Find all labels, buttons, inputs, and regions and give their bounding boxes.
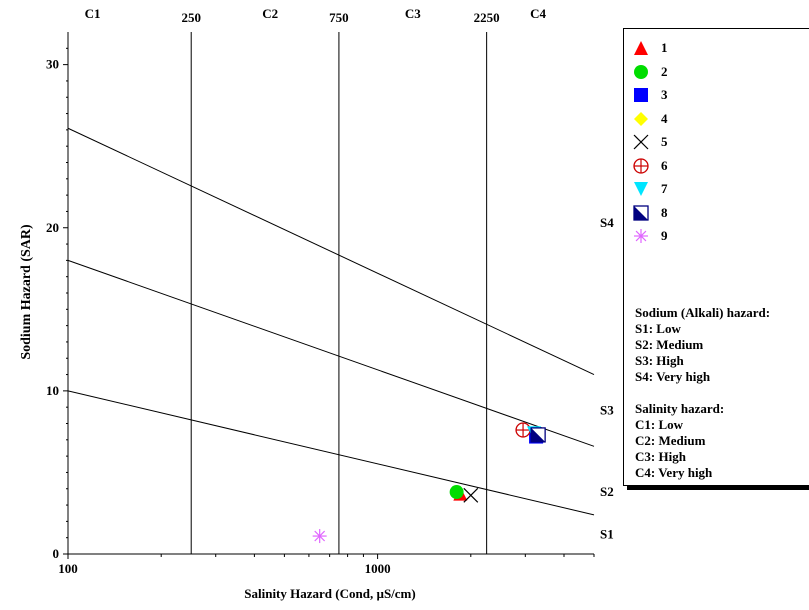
legend-sodium-title: Sodium (Alkali) hazard: <box>635 305 771 320</box>
legend-marker-3 <box>634 88 648 102</box>
sodium-hazard-line <box>67 259 595 447</box>
legend-symbol <box>633 134 649 150</box>
sodium-hazard-line <box>67 390 595 516</box>
legend-item-3: 3 <box>624 84 809 106</box>
legend-marker-8 <box>633 204 649 221</box>
legend-sodium-item: S3: High <box>635 353 684 368</box>
data-point-series-9 <box>312 529 327 544</box>
y-tick-label: 30 <box>46 57 59 72</box>
x-tick-label: 1000 <box>365 561 391 576</box>
data-point-series-6 <box>515 422 531 438</box>
sodium-class-label: S1 <box>600 526 614 541</box>
data-point-series-8 <box>530 427 546 443</box>
sodium-class-label: S2 <box>600 484 614 499</box>
legend-item-5: 5 <box>624 131 809 153</box>
legend-symbol <box>634 182 648 196</box>
legend-marker-4 <box>634 111 648 126</box>
legend-marker-5 <box>633 134 649 150</box>
legend-marker-2 <box>634 64 648 79</box>
legend-label: 6 <box>661 157 668 173</box>
legend-symbol <box>634 64 648 79</box>
legend-item-6: 6 <box>624 155 809 177</box>
legend-label: 1 <box>661 40 668 55</box>
salinity-class-label: C2 <box>262 6 278 21</box>
legend-marker-1 <box>634 41 648 55</box>
legend-symbol <box>634 41 648 55</box>
legend-item-8: 8 <box>624 202 809 224</box>
legend-label: 7 <box>661 181 668 196</box>
legend-symbol <box>634 111 648 126</box>
y-tick-label: 20 <box>46 220 59 235</box>
legend-symbol <box>634 88 648 102</box>
legend-salinity-item: C2: Medium <box>635 433 706 448</box>
legend-marker-6 <box>633 157 649 174</box>
salinity-class-label: C3 <box>405 6 421 21</box>
legend-salinity-title: Salinity hazard: <box>635 401 725 416</box>
data-point-series-5 <box>463 487 479 503</box>
legend-sodium-item: S1: Low <box>635 321 681 336</box>
legend-symbol <box>633 157 649 174</box>
y-axis-title: Sodium Hazard (SAR) <box>19 224 34 360</box>
x-tick-label: 100 <box>58 561 78 576</box>
legend-sodium-item: S2: Medium <box>635 337 704 352</box>
legend-item-1: 1 <box>624 37 809 59</box>
legend-sodium-item: S4: Very high <box>635 369 711 384</box>
legend-label: 2 <box>661 63 668 79</box>
legend-label: 4 <box>661 110 668 126</box>
legend-symbol <box>634 229 648 243</box>
legend: 1 2 3 4 5 6 7 8 9 Sodium (Alkali) hazard: S1: Lo… <box>623 28 809 486</box>
legend-label: 9 <box>661 228 668 243</box>
salinity-boundary-label: 2250 <box>474 10 500 25</box>
salinity-boundary-label: 250 <box>181 10 201 25</box>
salinity-class-label: C1 <box>85 6 101 21</box>
legend-item-4: 4 <box>624 108 809 130</box>
legend-marker-7 <box>634 182 648 196</box>
legend-item-2: 2 <box>624 61 809 83</box>
legend-salinity-item: C1: Low <box>635 417 684 432</box>
x-axis-title: Salinity Hazard (Cond, µS/cm) <box>244 586 415 601</box>
legend-marker-9 <box>634 229 648 243</box>
sodium-class-label: S4 <box>600 215 614 230</box>
salinity-class-label: C4 <box>530 6 546 21</box>
sodium-class-label: S3 <box>600 402 614 417</box>
y-tick-label: 10 <box>46 383 59 398</box>
legend-item-7: 7 <box>624 178 809 200</box>
y-tick-label: 0 <box>53 546 60 561</box>
legend-item-9: 9 <box>624 225 809 247</box>
salinity-boundary-label: 750 <box>329 10 349 25</box>
legend-salinity-item: C3: High <box>635 449 686 464</box>
sodium-hazard-line <box>67 127 595 376</box>
data-point-series-2 <box>449 485 464 500</box>
legend-salinity-item: C4: Very high <box>635 465 713 480</box>
legend-label: 3 <box>661 87 668 102</box>
legend-symbol <box>633 204 649 221</box>
legend-label: 8 <box>661 204 668 220</box>
plot-area: 0 10 20 30 100 1000 250 750 2250 C1 C2 C3 C4 S1 S2 S3 S4 <box>46 6 614 576</box>
legend-label: 5 <box>661 134 668 149</box>
